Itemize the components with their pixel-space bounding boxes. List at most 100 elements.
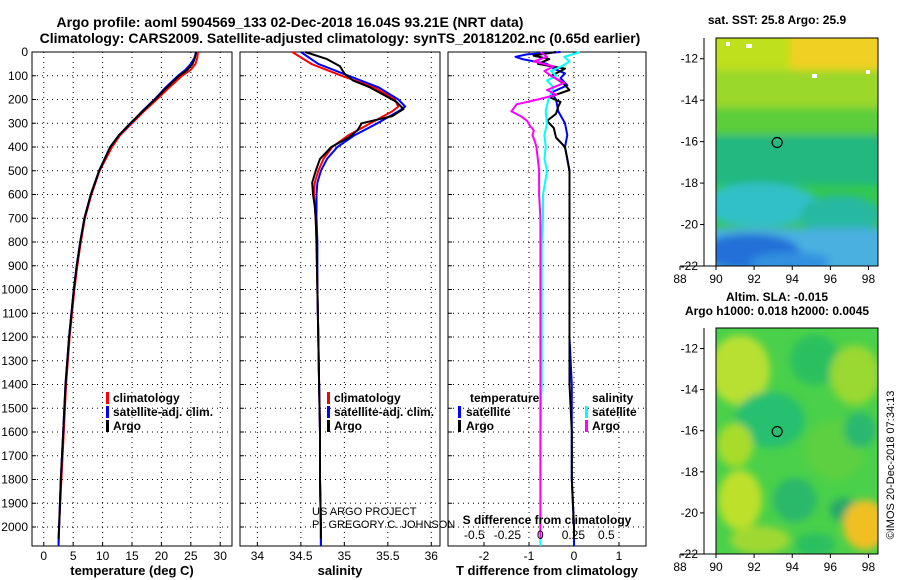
map-x-tick-label: 96 [824,560,838,574]
map-y-tick-label: -12 [681,342,699,356]
salinity-x-axis: 34 34.5 35 35.5 36 [251,549,439,563]
legend-title-salinity: salinity [592,391,634,405]
x-tick-label: 1 [616,549,623,563]
map-y-tick-label: -20 [681,218,699,232]
series-line-s-satellite [539,51,581,546]
sst-missing-pixel [812,74,817,78]
map-x-tick-label: 88 [673,560,687,574]
map-x-tick-label: 94 [786,560,800,574]
map-y-tick-label: -14 [681,383,699,397]
series-line-argo [304,51,405,539]
y-tick-label: 1700 [1,449,28,463]
sst-missing-pixel [866,70,870,74]
y-tick-label: 1100 [2,306,28,320]
x-tick-label: 0.25 [562,528,586,542]
legend-label-t-satellite: satellite [466,405,511,419]
series-line-argo [57,51,198,539]
legend-swatch-argo [106,420,109,432]
sla-map-title: Altim. SLA: -0.015 [726,290,828,304]
x-tick-label: 15 [125,549,139,563]
sst-missing-pixel [726,42,730,46]
y-tick-label: 1900 [1,496,28,510]
difference-legend: temperature satellite Argo salinity sate… [458,391,637,433]
legend-swatch-satellite [327,406,330,418]
difference-x-axis: -2 -1 0 1 [479,549,623,563]
legend-label-t-argo: Argo [466,419,494,433]
map-x-tick-label: 92 [747,272,761,286]
temperature-legend: climatology satellite-adj. clim. Argo [106,391,213,433]
sst-map-title: sat. SST: 25.8 Argo: 25.9 [708,13,847,27]
series-line-climatology [291,51,400,546]
legend-label-satellite: satellite-adj. clim. [113,405,213,419]
sla-float-marker [771,425,783,438]
pi-credit: PI: GREGORY C. JOHNSON [312,519,455,531]
legend-swatch-satellite [106,406,109,418]
temperature-x-axis: 0 5 10 15 20 25 30 [40,549,227,563]
legend-label-climatology: climatology [334,391,401,405]
x-tick-label: 0 [40,549,47,563]
legend-label-s-satellite: satellite [592,405,637,419]
legend-swatch-t-argo [458,420,461,432]
y-tick-label: 900 [8,259,28,273]
salinity-series [291,51,407,546]
legend-swatch-climatology [327,392,330,404]
y-tick-label: 700 [8,211,28,225]
series-line-satellite-adj-clim- [300,51,407,546]
y-tick-label: 1500 [1,401,28,415]
legend-label-satellite: satellite-adj. clim. [334,405,434,419]
legend-label-s-argo: Argo [592,419,620,433]
map-x-tick-label: 94 [786,272,800,286]
salinity-xlabel: salinity [318,563,364,578]
map-y-tick-label: -18 [681,465,699,479]
legend-swatch-t-satellite [458,406,461,418]
depth-axis: 0 100 200 300 400 500 600 700 800 900 1000 1100 1200… [1,45,28,534]
map-x-tick-label: 98 [862,272,876,286]
sla-field [716,335,878,554]
x-tick-label: 0.5 [598,528,615,542]
y-tick-label: 300 [8,116,28,130]
legend-swatch-s-satellite [585,406,588,418]
temperature-grid [32,51,232,546]
x-tick-label: -1 [524,549,535,563]
map-x-tick-label: 98 [862,560,876,574]
x-tick-label: 10 [96,549,110,563]
x-tick-label: 20 [155,549,169,563]
x-tick-label: 0 [537,528,544,542]
x-tick-label: 34 [251,549,265,563]
difference-grid [448,51,646,546]
map-x-tick-label: 88 [673,272,687,286]
legend-swatch-climatology [106,392,109,404]
project-credit: US ARGO PROJECT [312,506,417,518]
legend-label-argo: Argo [334,419,362,433]
y-tick-label: 200 [8,93,28,107]
x-tick-label: 25 [184,549,198,563]
legend-swatch-argo [327,420,330,432]
x-tick-label: 35.5 [376,549,400,563]
x-tick-label: -0.5 [464,528,485,542]
series-line-t-satellite [514,51,575,546]
y-tick-label: 1800 [1,473,28,487]
sst-field [716,38,878,266]
map-y-tick-label: -16 [681,135,699,149]
x-tick-label: 0 [571,549,578,563]
map-x-tick-label: 92 [747,560,761,574]
x-tick-label: 34.5 [289,549,313,563]
series-line-s-argo [510,51,566,539]
sst-float-marker [771,136,783,149]
temperature-xlabel: temperature (deg C) [70,563,194,578]
map-x-tick-label: 96 [824,272,838,286]
y-tick-label: 0 [21,45,28,59]
y-tick-label: 800 [8,235,28,249]
map-y-tick-label: -16 [681,424,699,438]
y-tick-label: 100 [8,69,28,83]
y-tick-label: 1200 [1,330,28,344]
y-tick-label: 1300 [1,354,28,368]
legend-label-climatology: climatology [113,391,180,405]
salinity-grid [240,51,440,546]
map-x-tick-label: 90 [709,560,723,574]
salinity-panel-frame [239,51,441,547]
imos-stamp: ©IMOS 20-Dec-2018 07:34:13 [885,391,897,540]
